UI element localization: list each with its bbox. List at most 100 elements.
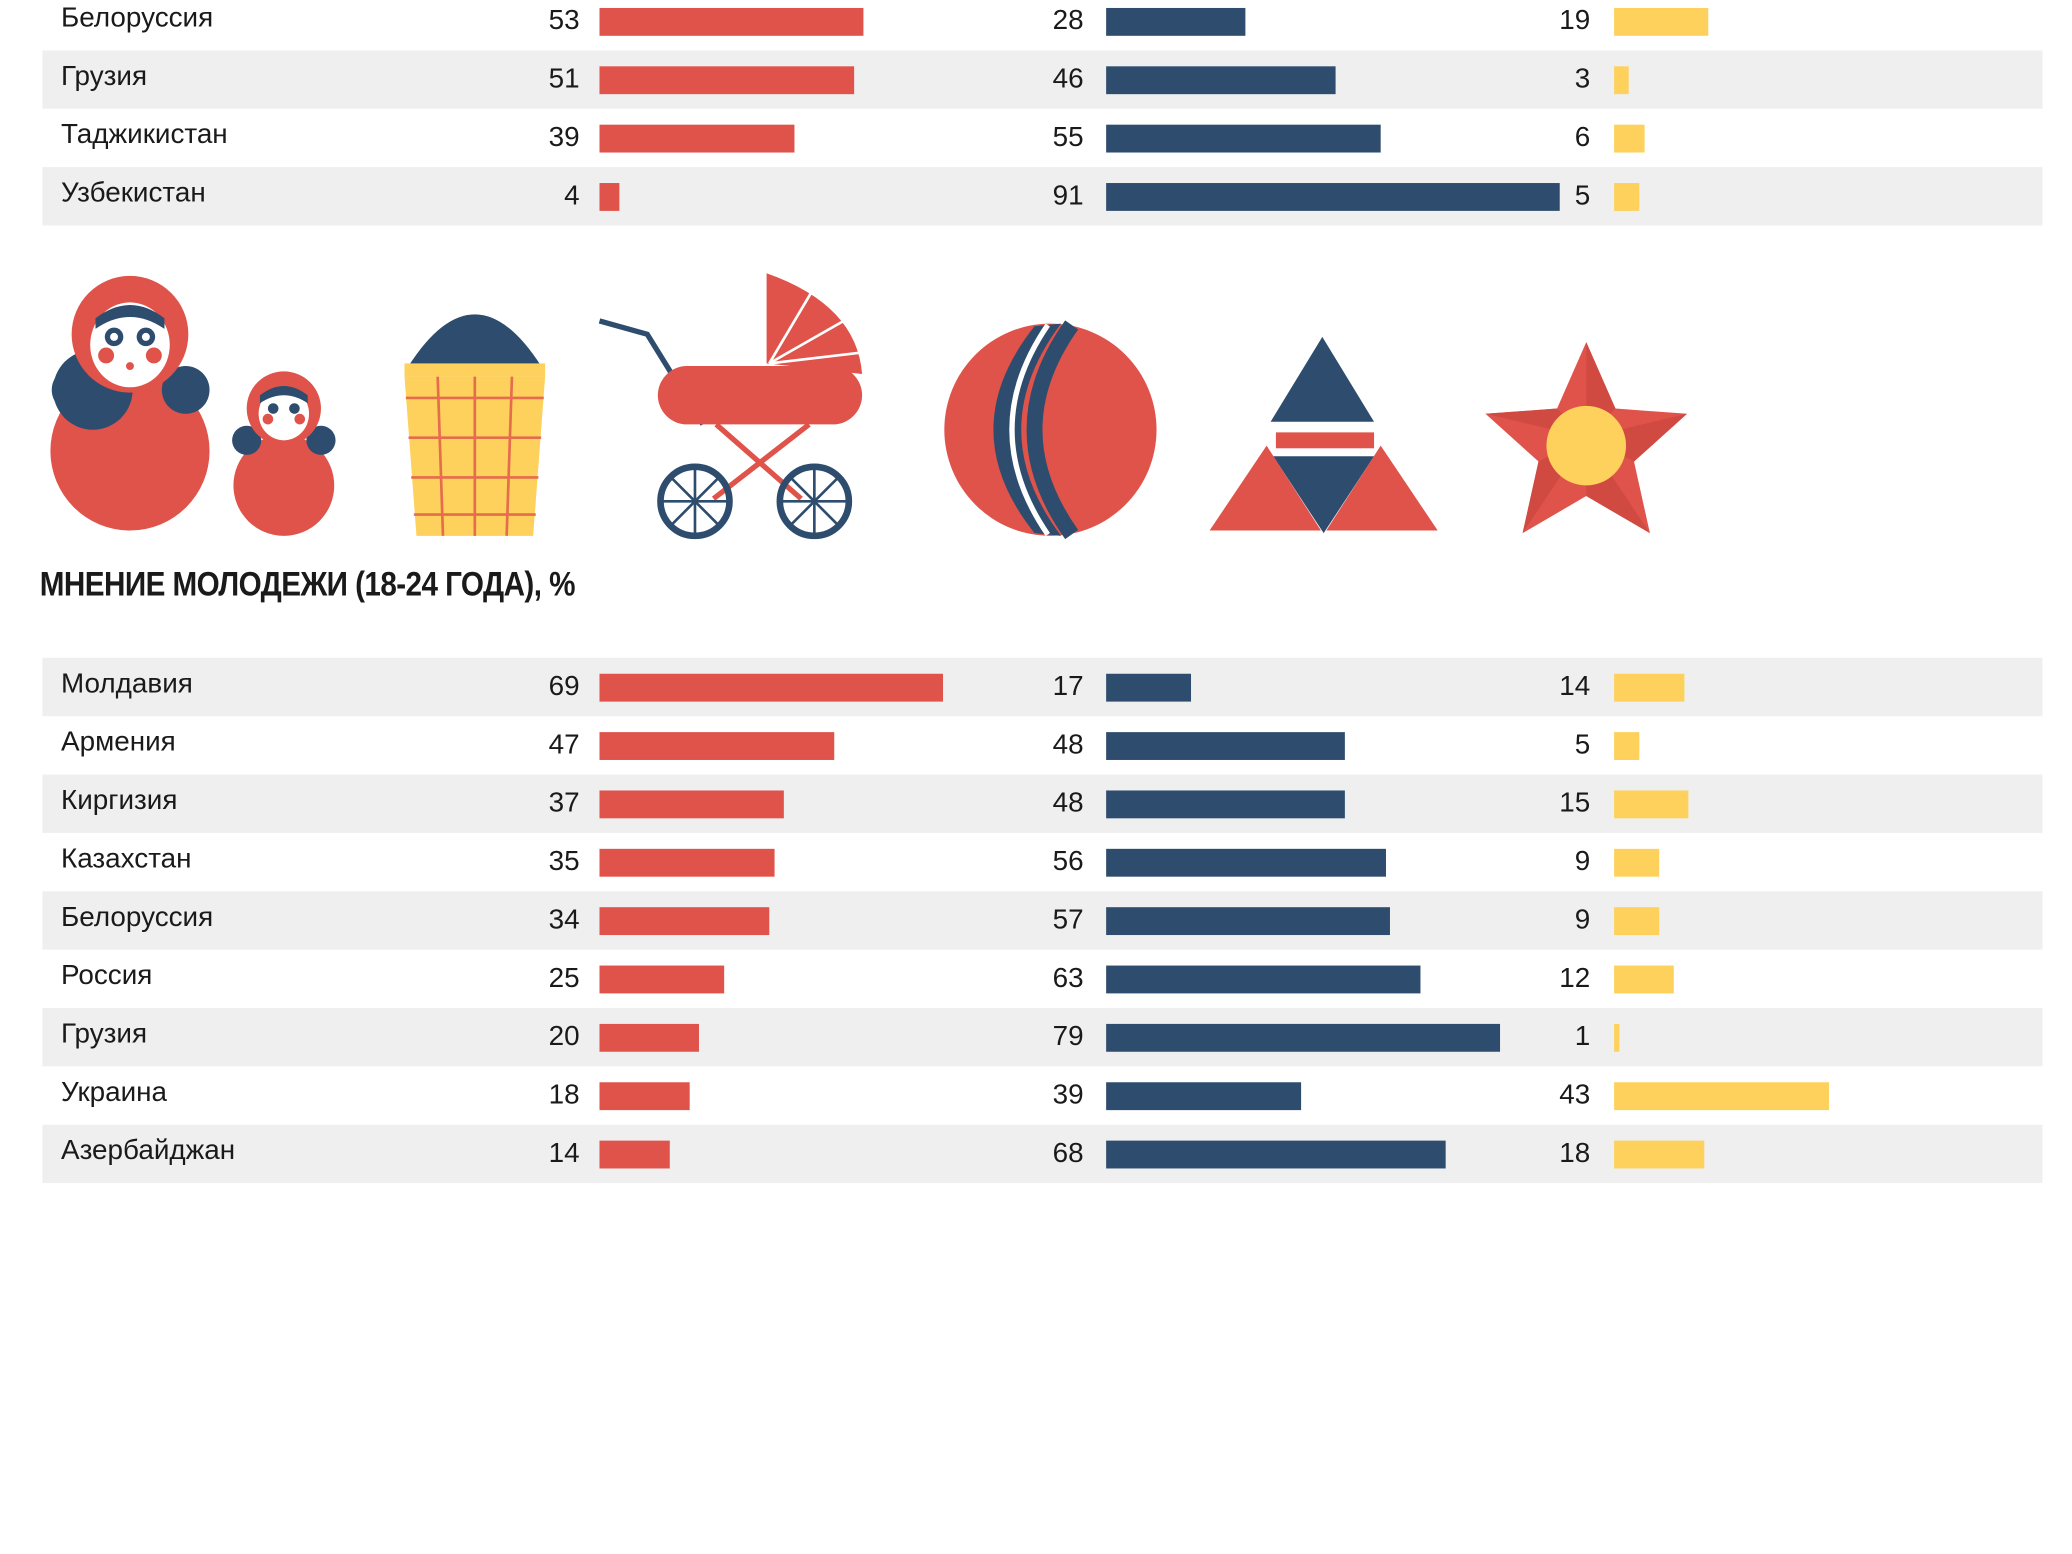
value-label: 43 (1559, 1079, 1591, 1111)
value-label: 18 (1559, 1137, 1591, 1169)
triangle-pyramid-icon (1209, 336, 1438, 534)
bar-yellow (1614, 965, 1674, 994)
value-label: 6 (1574, 122, 1591, 153)
country-label: Грузия (61, 1018, 148, 1050)
bar-blue (1106, 965, 1421, 994)
bar-blue (1106, 66, 1336, 95)
value-label: 20 (548, 1021, 580, 1052)
youth-opinion-title: МНЕНИЕ МОЛОДЕЖИ (18-24 ГОДА), % (39, 563, 576, 604)
value-label: 37 (548, 787, 580, 819)
table-row: Украина 18 39 43 (42, 1066, 2042, 1124)
ice-cream-icon (404, 314, 546, 536)
bar-yellow (1614, 7, 1709, 36)
value-label: 9 (1574, 904, 1591, 936)
country-label: Россия (61, 960, 153, 991)
bar-blue (1106, 1023, 1501, 1052)
bar-blue (1106, 183, 1560, 211)
country-label: Молдавия (61, 668, 193, 699)
value-label: 53 (548, 5, 580, 36)
value-label: 47 (548, 729, 580, 760)
value-label: 56 (1052, 846, 1084, 877)
country-label: Киргизия (61, 785, 178, 816)
value-label: 17 (1052, 671, 1084, 702)
value-label: 25 (548, 962, 580, 994)
bar-blue (1106, 732, 1346, 760)
country-label: Белоруссия (61, 901, 214, 933)
value-label: 69 (548, 671, 580, 702)
bar-yellow (1614, 673, 1684, 702)
bar-red (599, 965, 725, 994)
value-label: 12 (1559, 962, 1591, 994)
bar-red (599, 732, 834, 760)
bar-yellow (1614, 183, 1640, 211)
bar-yellow (1614, 124, 1645, 153)
value-label: 48 (1052, 729, 1084, 760)
bar-yellow (1614, 848, 1659, 877)
value-label: 18 (548, 1079, 580, 1111)
bar-red (599, 7, 864, 36)
table-row: Киргизия 37 48 15 (42, 774, 2043, 833)
value-label: 48 (1052, 787, 1084, 819)
bar-blue (1106, 1140, 1446, 1169)
bar-yellow (1614, 1082, 1829, 1111)
country-label: Азербайджан (61, 1135, 236, 1166)
matryoshka-small-icon (232, 371, 336, 536)
country-label: Таджикистан (61, 119, 228, 150)
value-label: 79 (1052, 1021, 1084, 1052)
ball-icon (944, 320, 1157, 540)
bar-blue (1106, 907, 1391, 936)
bar-red (599, 66, 854, 95)
bar-yellow (1614, 1140, 1704, 1169)
table-row: Грузия 51 46 3 (42, 50, 2043, 109)
table-row: Грузия 20 79 1 (42, 1007, 2043, 1067)
value-label: 63 (1052, 962, 1084, 994)
bar-yellow (1614, 907, 1659, 936)
value-label: 39 (1052, 1079, 1084, 1111)
value-label: 5 (1574, 729, 1591, 760)
bar-yellow (1614, 66, 1630, 95)
bar-red (599, 907, 770, 936)
table-row: Россия 25 63 12 (42, 950, 2042, 1008)
bar-red (599, 124, 794, 153)
bar-yellow (1614, 732, 1640, 760)
bar-blue (1106, 848, 1386, 877)
value-label: 14 (548, 1137, 580, 1169)
table-row: Узбекистан 4 91 5 (42, 167, 2043, 226)
value-label: 15 (1559, 787, 1591, 819)
value-label: 19 (1559, 5, 1591, 36)
value-label: 91 (1052, 180, 1084, 211)
value-label: 34 (548, 904, 580, 936)
bar-red (599, 790, 784, 819)
table-row: Казахстан 35 56 9 (42, 833, 2042, 891)
table-row: Азербайджан 14 68 18 (42, 1124, 2043, 1184)
value-label: 55 (1052, 122, 1084, 153)
value-label: 5 (1574, 180, 1591, 211)
bar-red (599, 673, 944, 702)
bar-red (599, 1140, 670, 1169)
value-label: 1 (1574, 1021, 1591, 1052)
value-label: 51 (548, 63, 580, 95)
country-label: Украина (61, 1076, 168, 1108)
value-label: 3 (1574, 63, 1591, 95)
decorative-icons-strip (50, 273, 1688, 540)
value-label: 14 (1559, 671, 1591, 702)
country-label: Грузия (61, 61, 148, 92)
bar-yellow (1614, 1023, 1620, 1052)
bar-blue (1106, 673, 1191, 702)
value-label: 28 (1052, 5, 1084, 36)
value-label: 68 (1052, 1137, 1084, 1169)
value-label: 39 (548, 122, 580, 153)
table-row: Белоруссия 34 57 9 (42, 891, 2043, 950)
value-label: 57 (1052, 904, 1084, 936)
bar-blue (1106, 124, 1381, 153)
baby-carriage-icon (598, 273, 863, 540)
matryoshka-icon (50, 275, 210, 531)
table-row: Молдавия 69 17 14 (42, 657, 2043, 717)
country-label: Белоруссия (61, 2, 214, 34)
bar-blue (1106, 1082, 1301, 1111)
bar-blue (1106, 790, 1346, 819)
table-row: Армения 47 48 5 (42, 716, 2042, 774)
bar-red (599, 183, 620, 211)
star-icon (1485, 342, 1688, 534)
